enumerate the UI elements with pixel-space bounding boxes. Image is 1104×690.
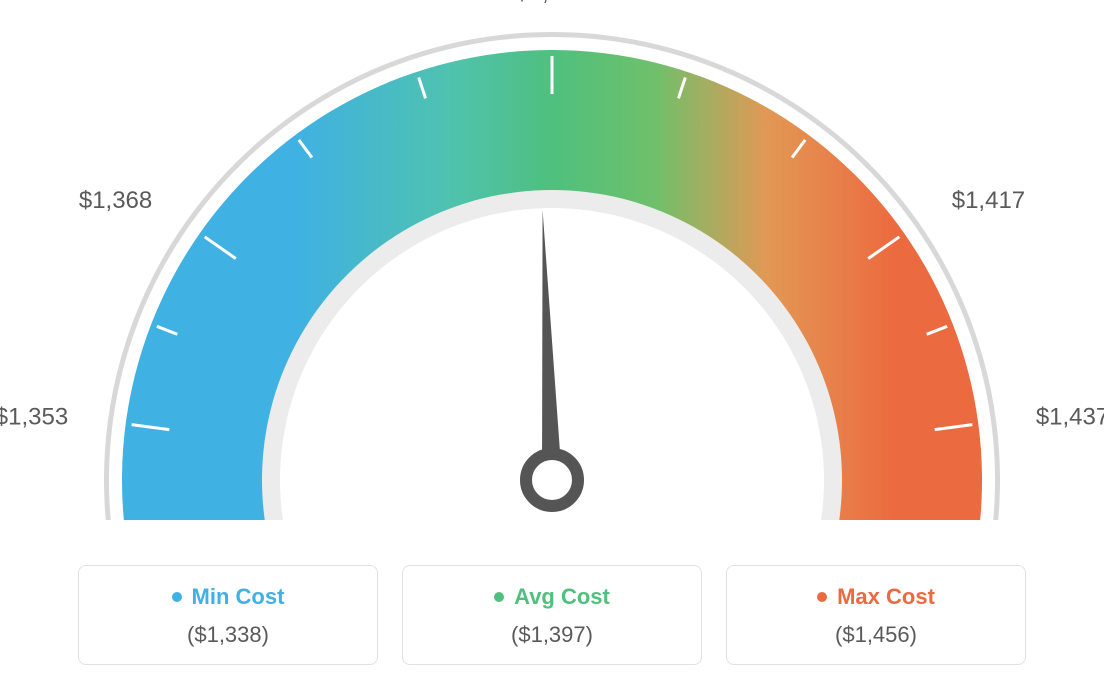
legend-label-min: Min Cost	[192, 584, 285, 610]
legend-card-avg: Avg Cost ($1,397)	[402, 565, 702, 665]
legend-title-max: Max Cost	[817, 584, 935, 610]
legend-row: Min Cost ($1,338) Avg Cost ($1,397) Max …	[0, 565, 1104, 665]
legend-value-avg: ($1,397)	[413, 622, 691, 648]
svg-text:$1,417: $1,417	[952, 187, 1025, 214]
legend-title-avg: Avg Cost	[494, 584, 610, 610]
legend-value-max: ($1,456)	[737, 622, 1015, 648]
svg-text:$1,397: $1,397	[515, 0, 588, 6]
gauge-svg: $1,338$1,353$1,368$1,397$1,417$1,437$1,4…	[0, 0, 1104, 520]
legend-card-max: Max Cost ($1,456)	[726, 565, 1026, 665]
legend-label-max: Max Cost	[837, 584, 935, 610]
svg-text:$1,368: $1,368	[79, 187, 152, 214]
legend-card-min: Min Cost ($1,338)	[78, 565, 378, 665]
gauge-chart: $1,338$1,353$1,368$1,397$1,417$1,437$1,4…	[0, 0, 1104, 520]
svg-text:$1,437: $1,437	[1036, 403, 1104, 430]
legend-dot-min	[172, 592, 182, 602]
legend-dot-avg	[494, 592, 504, 602]
legend-value-min: ($1,338)	[89, 622, 367, 648]
legend-label-avg: Avg Cost	[514, 584, 610, 610]
legend-dot-max	[817, 592, 827, 602]
svg-text:$1,353: $1,353	[0, 403, 68, 430]
legend-title-min: Min Cost	[172, 584, 285, 610]
